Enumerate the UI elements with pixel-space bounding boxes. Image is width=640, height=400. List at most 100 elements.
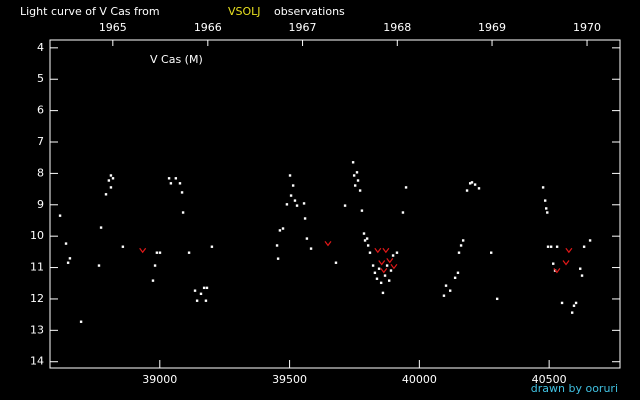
point: [552, 262, 555, 265]
point: [303, 217, 307, 220]
point: [541, 186, 545, 189]
point: [389, 269, 393, 272]
point: [390, 263, 398, 270]
x-tick-label: 39500: [272, 373, 307, 386]
point: [580, 274, 584, 277]
point: [109, 186, 113, 189]
point: [305, 237, 309, 240]
point: [582, 245, 586, 248]
point: [362, 232, 366, 235]
point: [360, 209, 364, 212]
point: [205, 286, 209, 290]
point: [204, 299, 208, 302]
point: [365, 237, 369, 240]
point: [549, 245, 553, 248]
point: [395, 251, 399, 254]
point: [562, 260, 570, 266]
point: [167, 177, 171, 180]
y-tick-label: 9: [37, 198, 44, 211]
point: [385, 264, 389, 267]
point: [366, 244, 370, 247]
point: [139, 247, 147, 254]
point: [334, 261, 338, 264]
point: [276, 257, 280, 260]
y-tick-label: 8: [37, 166, 44, 179]
point: [199, 292, 203, 296]
axes: [50, 40, 620, 368]
point: [278, 229, 282, 232]
point: [442, 294, 446, 297]
point: [151, 279, 155, 282]
point: [109, 174, 113, 177]
point: [373, 271, 377, 274]
point: [404, 186, 408, 189]
point: [324, 241, 332, 247]
chart-title: Light curve of V Cas from: [20, 5, 160, 18]
point: [459, 244, 463, 247]
point: [387, 279, 391, 282]
point: [107, 179, 111, 182]
point: [293, 199, 297, 202]
point: [288, 174, 292, 177]
point: [174, 177, 178, 180]
star-label: V Cas (M): [150, 53, 203, 66]
point: [473, 183, 477, 186]
point: [574, 301, 578, 305]
point: [457, 251, 461, 254]
point: [104, 193, 108, 196]
x2-tick-label: 1969: [478, 21, 506, 34]
point: [99, 226, 103, 229]
point: [202, 286, 206, 290]
point: [169, 182, 173, 185]
point: [289, 194, 293, 197]
point: [193, 289, 197, 292]
point: [343, 204, 347, 207]
point: [195, 299, 199, 302]
point: [382, 247, 390, 254]
point: [383, 274, 387, 277]
point: [381, 291, 385, 295]
point: [579, 267, 582, 270]
y-tick-label: 12: [30, 292, 44, 305]
title-source: VSOLJ: [228, 5, 261, 18]
point: [371, 264, 375, 267]
point: [448, 289, 452, 292]
y-tick-label: 7: [37, 135, 44, 148]
point: [470, 181, 474, 184]
point: [302, 202, 306, 205]
point: [378, 260, 386, 266]
point: [555, 245, 559, 248]
point: [553, 268, 561, 274]
x-tick-label: 40000: [402, 373, 437, 386]
point: [181, 211, 185, 214]
point: [377, 267, 381, 270]
point: [379, 281, 383, 285]
point: [444, 284, 448, 287]
point: [309, 247, 313, 250]
point: [560, 301, 564, 305]
point: [355, 171, 359, 174]
point: [588, 239, 592, 242]
point: [358, 189, 362, 192]
point: [210, 245, 214, 248]
y-tick-label: 13: [30, 323, 44, 336]
x2-tick-label: 1967: [289, 21, 317, 34]
point: [187, 251, 191, 254]
credit: drawn by ooruri: [531, 382, 618, 395]
point: [285, 203, 289, 206]
point: [121, 245, 125, 248]
point: [477, 187, 481, 190]
point: [572, 304, 576, 307]
point: [468, 182, 472, 185]
y-tick-label: 10: [30, 229, 44, 242]
point: [546, 245, 550, 248]
point: [180, 191, 184, 194]
point: [352, 174, 356, 177]
point: [565, 247, 573, 254]
point: [456, 271, 460, 274]
point: [363, 239, 367, 242]
point: [79, 320, 83, 323]
x-tick-label: 39000: [142, 373, 177, 386]
point: [111, 177, 115, 180]
